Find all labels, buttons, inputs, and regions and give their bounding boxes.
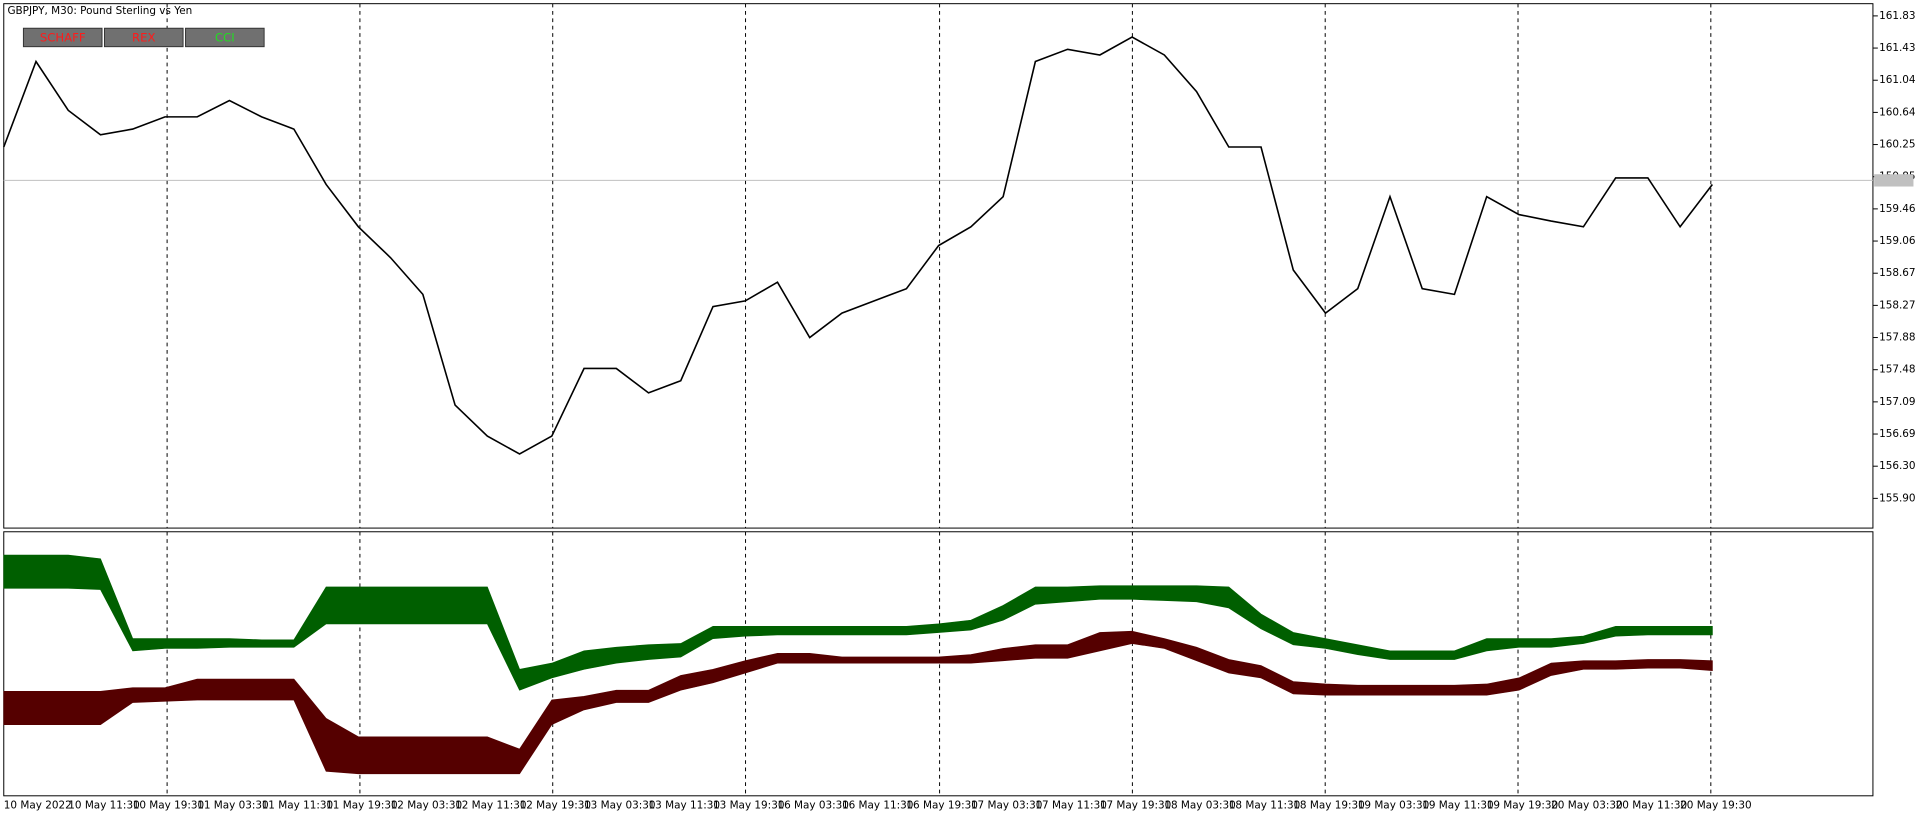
button-body[interactable]	[22, 27, 103, 48]
indicator-band	[3, 554, 1713, 691]
chart-title: GBPJPY, M30: Pound Sterling vs Yen	[7, 5, 192, 17]
x-tick-label: 11 May 11:30	[262, 800, 333, 812]
x-tick-label: 16 May 19:30	[906, 800, 977, 812]
x-tick-label: 20 May 19:30	[1680, 800, 1751, 812]
button-body[interactable]	[103, 27, 184, 48]
x-tick-label: 17 May 11:30	[1035, 800, 1106, 812]
x-tick-label: 17 May 03:30	[971, 800, 1042, 812]
y-tick-label: 158.670	[1879, 267, 1916, 279]
indicator-button[interactable]: SCHAFF	[22, 27, 103, 48]
y-tick-label: 159.460	[1879, 203, 1916, 215]
x-tick-label: 11 May 03:30	[197, 800, 268, 812]
x-tick-label: 10 May 11:30	[68, 800, 139, 812]
y-tick-label: 157.880	[1879, 332, 1916, 344]
y-tick-label: 156.695	[1879, 428, 1916, 440]
y-tick-label: 157.485	[1879, 364, 1916, 376]
x-tick-label: 13 May 03:30	[584, 800, 655, 812]
x-tick-label: 18 May 03:30	[1164, 800, 1235, 812]
x-tick-label: 16 May 11:30	[842, 800, 913, 812]
current-price-box	[1874, 174, 1914, 187]
button-label[interactable]: SCHAFF	[40, 31, 86, 45]
price-panel	[3, 3, 1874, 529]
y-tick-label: 159.065	[1879, 235, 1916, 247]
x-tick-label: 11 May 19:30	[326, 800, 397, 812]
x-tick-label: 20 May 03:30	[1551, 800, 1622, 812]
x-tick-label: 13 May 19:30	[713, 800, 784, 812]
day-separators	[166, 3, 1712, 796]
y-tick-label: 161.435	[1879, 42, 1916, 54]
button-body[interactable]	[185, 27, 265, 48]
y-tick-label: 160.250	[1879, 139, 1916, 151]
price-line	[3, 36, 1713, 455]
x-tick-label: 19 May 19:30	[1487, 800, 1558, 812]
x-tick-label: 10 May 19:30	[133, 800, 204, 812]
y-tick-label: 156.300	[1879, 460, 1916, 472]
x-tick-label: 12 May 19:30	[520, 800, 591, 812]
y-tick-label: 160.645	[1879, 106, 1916, 118]
indicator-button[interactable]: CCI	[185, 27, 265, 48]
y-tick-label: 161.040	[1879, 74, 1916, 86]
x-tick-label: 12 May 03:30	[391, 800, 462, 812]
y-tick-label: 155.905	[1879, 492, 1916, 504]
button-label[interactable]: REX	[132, 31, 155, 45]
x-tick-label: 19 May 11:30	[1422, 800, 1493, 812]
indicator-band	[3, 630, 1713, 775]
x-tick-label: 16 May 03:30	[777, 800, 848, 812]
x-tick-label: 10 May 2022	[4, 800, 72, 812]
indicator-button[interactable]: REX	[103, 27, 184, 48]
x-tick-label: 19 May 03:30	[1358, 800, 1429, 812]
y-tick-label: 158.275	[1879, 299, 1916, 311]
x-tick-label: 18 May 11:30	[1229, 800, 1300, 812]
x-tick-label: 13 May 11:30	[649, 800, 720, 812]
indicator-panel	[3, 531, 1874, 797]
x-tick-label: 17 May 19:30	[1100, 800, 1171, 812]
x-tick-label: 20 May 11:30	[1616, 800, 1687, 812]
y-tick-label: 161.830	[1879, 10, 1916, 22]
x-tick-label: 12 May 11:30	[455, 800, 526, 812]
y-tick-label: 157.090	[1879, 396, 1916, 408]
button-label[interactable]: CCI	[215, 31, 235, 45]
x-tick-label: 18 May 19:30	[1293, 800, 1364, 812]
